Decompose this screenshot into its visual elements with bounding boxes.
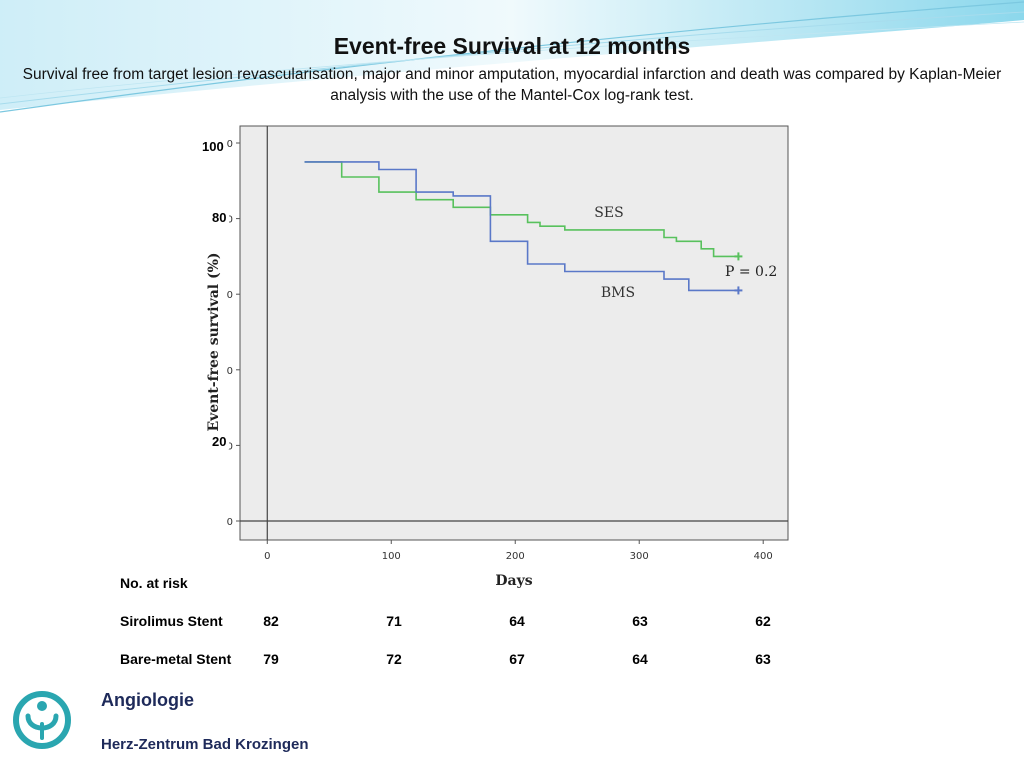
y-tick-label: 0 [227,139,233,150]
heart-center-logo [13,691,71,749]
series-line-bms [304,161,739,292]
risk-cell: 67 [509,651,525,667]
y-tick-label: 0 [227,366,233,377]
header-swoosh [0,0,1024,113]
slide-title: Event-free Survival at 12 months [333,33,691,59]
slide-subtitle: Survival free from target lesion revascu… [22,66,1002,104]
risk-cell: 64 [632,651,648,667]
y-overlay-label-100: 100 [199,139,227,154]
risk-cell: 64 [509,613,525,629]
y-overlay-label-20: 20 [209,434,230,449]
risk-cell: 82 [263,613,279,629]
risk-cell: 71 [386,613,402,629]
y-tick-label: 0 [227,215,233,226]
department-name: Angiologie [101,690,194,710]
risk-cell: 79 [263,651,279,667]
plot-area [239,125,789,541]
x-axis-title: Days [495,573,532,589]
y-overlay-label-80: 80 [209,210,230,225]
risk-table-header: No. at risk [120,575,188,591]
y-axis-title: Event-free survival (%) [206,252,222,431]
y-tick-label: 0 [227,290,233,301]
series-line-ses [304,161,739,258]
x-tick-label: 400 [754,551,773,562]
x-tick-label: 100 [382,551,401,562]
x-tick-label: 200 [506,551,525,562]
risk-cell: 62 [755,613,771,629]
series-label-ses: SES [594,205,623,221]
risk-cell: 72 [386,651,402,667]
x-tick-label: 300 [630,551,649,562]
risk-row-label: Sirolimus Stent [120,613,223,629]
y-tick-label: 0 [227,517,233,528]
risk-cell: 63 [755,651,771,667]
y-tick-label: 0 [227,441,233,452]
risk-cell: 63 [632,613,648,629]
risk-row-label: Bare-metal Stent [120,651,232,667]
x-tick-label: 0 [264,551,270,562]
series-label-bms: BMS [601,285,635,301]
institution-name: Herz-Zentrum Bad Krozingen [101,736,309,753]
kaplan-meier-chart: 0 0 0 0 0 0 0 100 200 300 400 Days Event-free surviv… [200,118,800,593]
p-value-annotation: P = 0.2 [725,264,777,280]
